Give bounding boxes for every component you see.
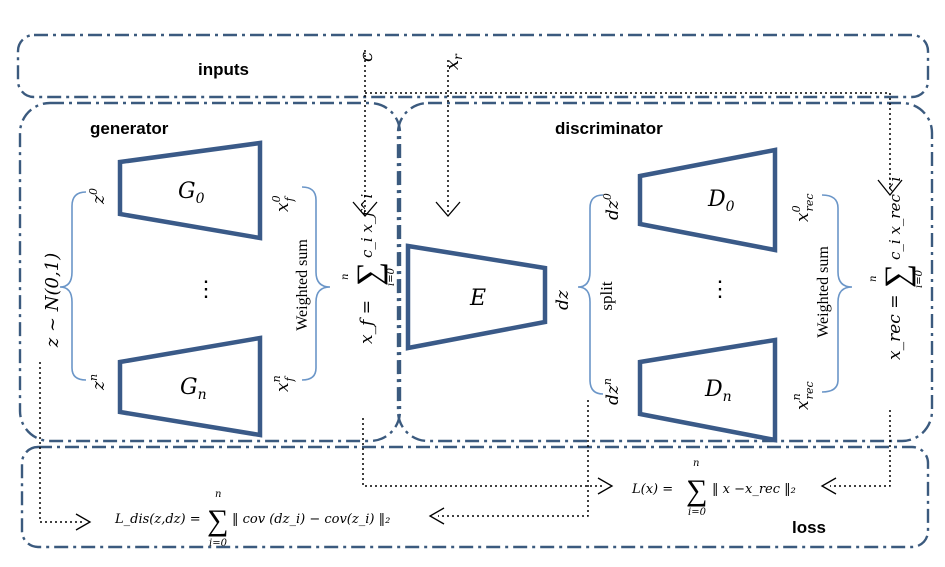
- svg-text:L(x) =: L(x) =: [631, 482, 673, 497]
- input-c-label: c: [356, 52, 377, 62]
- xr-arrow-head: [435, 201, 461, 217]
- dz0-label: dz0: [601, 193, 623, 220]
- dis-loss-formula: L_dis(z,dz) = ∑ n i=0 ‖ cov (dz_i) − cov…: [114, 489, 390, 549]
- svg-text:i=0: i=0: [914, 269, 925, 288]
- svg-text:i=0: i=0: [688, 507, 707, 518]
- svg-text:‖ cov (dz_i) − cov(z_i) ‖₂: ‖ cov (dz_i) − cov(z_i) ‖₂: [232, 512, 390, 527]
- generator-region: [18, 101, 402, 443]
- discriminator-ellipsis: ⋮: [709, 276, 731, 301]
- zn-label: zn: [87, 374, 109, 391]
- svg-text:c_i x_f^i: c_i x_f^i: [358, 193, 376, 258]
- discriminator-weighted-sum-label: Weighted sum: [815, 246, 832, 338]
- svg-text:split: split: [597, 281, 616, 311]
- input-xr-label: xr: [442, 53, 465, 70]
- generator-title: generator: [90, 119, 169, 138]
- g0-label: G0: [178, 179, 205, 207]
- xrec-sum-formula: x_rec = ∑ n i=0 c_i x_rec^i: [868, 177, 925, 360]
- svg-text:i=0: i=0: [386, 267, 397, 286]
- svg-text:zn: zn: [87, 374, 109, 391]
- split-label: split: [597, 281, 616, 311]
- e-label: E: [469, 286, 486, 311]
- svg-text:xr: xr: [442, 53, 465, 70]
- dis-loss-left-arrow-head: [75, 513, 92, 531]
- svg-text:∑: ∑: [686, 474, 707, 507]
- svg-text:n: n: [340, 274, 351, 280]
- recon-loss-formula: L(x) = ∑ n i=0 ‖ x −x_rec ‖₂: [631, 458, 796, 518]
- svg-text:x0rec: x0rec: [790, 193, 816, 222]
- d0-label: D0: [707, 187, 735, 215]
- svg-text:dzn: dzn: [601, 378, 623, 405]
- svg-text:dz: dz: [553, 289, 573, 310]
- svg-text:n: n: [693, 458, 699, 469]
- dis-loss-right-arrow-head: [428, 507, 445, 525]
- xrec0-label: x0rec: [790, 193, 816, 222]
- svg-text:c: c: [356, 52, 377, 62]
- z0-label: z0: [87, 188, 109, 205]
- svg-text:Weighted sum: Weighted sum: [294, 239, 311, 331]
- recon-loss-right-arrow-head: [820, 477, 837, 495]
- svg-text:xnrec: xnrec: [790, 381, 816, 410]
- svg-text:Weighted sum: Weighted sum: [815, 246, 832, 338]
- xfn-label: xnf: [270, 375, 296, 392]
- c-disc-arrow-head: [877, 179, 903, 197]
- discriminator-region: [396, 101, 934, 443]
- noise-to-dis-loss-connector: [39, 362, 82, 523]
- dn-label: Dn: [704, 377, 732, 405]
- dz-label: dz: [553, 289, 573, 310]
- svg-text:c_i x_rec^i: c_i x_rec^i: [886, 177, 904, 260]
- discriminator-sum-brace: [821, 194, 853, 393]
- svg-text:∑: ∑: [351, 262, 388, 286]
- svg-text:x_rec =: x_rec =: [885, 295, 905, 360]
- generator-g0-block: [117, 140, 263, 241]
- dz-to-dis-loss-connector: [438, 400, 589, 517]
- split-brace: [577, 194, 604, 395]
- dzn-label: dzn: [601, 378, 623, 405]
- noise-label: z ~ N(0,1): [42, 253, 63, 348]
- discriminator-title: discriminator: [555, 119, 663, 138]
- generator-weighted-sum-label: Weighted sum: [294, 239, 311, 331]
- c-arrow-head: [352, 201, 378, 217]
- xrec-to-recon-loss-connector: [830, 410, 891, 487]
- svg-text:‖ x −x_rec ‖₂: ‖ x −x_rec ‖₂: [712, 482, 796, 497]
- encoder-e-block: [405, 243, 548, 351]
- discriminator-dn-block: [637, 337, 778, 443]
- generator-ellipsis: ⋮: [195, 276, 217, 301]
- inputs-region: [16, 33, 930, 99]
- svg-text:dz0: dz0: [601, 193, 623, 220]
- svg-text:L_dis(z,dz) =: L_dis(z,dz) =: [114, 512, 201, 527]
- svg-text:n: n: [215, 489, 221, 500]
- recon-loss-arrow-head: [597, 477, 614, 495]
- noise-split-brace: [59, 191, 87, 381]
- xf0-label: x0f: [270, 195, 296, 212]
- generator-gn-block: [117, 335, 263, 438]
- xf-to-recon-loss-connector: [362, 418, 604, 487]
- discriminator-d0-block: [637, 147, 778, 253]
- gn-label: Gn: [180, 375, 207, 403]
- xrecn-label: xnrec: [790, 381, 816, 410]
- loss-region: [20, 445, 930, 549]
- svg-text:xnf: xnf: [270, 375, 296, 392]
- svg-text:z ~ N(0,1): z ~ N(0,1): [42, 253, 63, 348]
- svg-text:x0f: x0f: [270, 195, 296, 212]
- svg-text:∑: ∑: [207, 504, 228, 537]
- generator-sum-brace: [301, 186, 331, 381]
- xf-sum-formula: x_f = ∑ n i=0 c_i x_f^i: [340, 193, 397, 344]
- loss-title: loss: [792, 518, 826, 537]
- c-to-discriminator-connector: [365, 92, 891, 185]
- svg-text:∑: ∑: [879, 264, 916, 288]
- svg-text:z0: z0: [87, 188, 109, 205]
- inputs-title: inputs: [198, 60, 249, 79]
- svg-text:n: n: [868, 276, 879, 282]
- svg-text:i=0: i=0: [209, 538, 228, 549]
- svg-text:x_f =: x_f =: [357, 300, 377, 344]
